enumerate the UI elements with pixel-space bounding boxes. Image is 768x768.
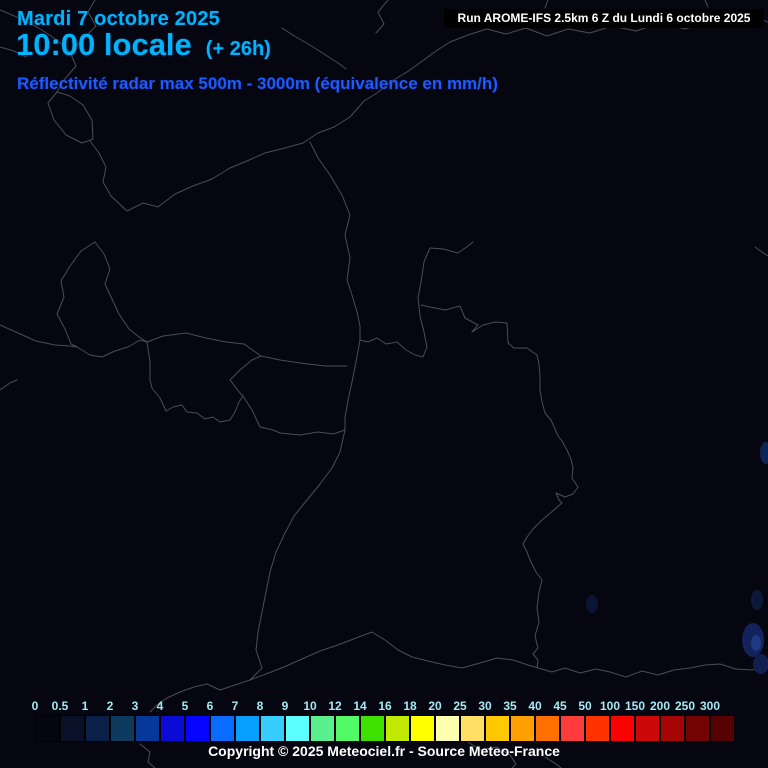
scale-label: 16	[378, 699, 392, 713]
scale-label: 50	[578, 699, 592, 713]
copyright-label: Copyright © 2025 Meteociel.fr - Source M…	[208, 743, 560, 759]
scale-color-box	[210, 715, 235, 742]
scale-color-box	[35, 715, 60, 742]
scale-label: 3	[131, 699, 139, 713]
model-run-banner: Run AROME-IFS 2.5km 6 Z du Lundi 6 octob…	[444, 9, 764, 28]
scale-label: 100	[599, 699, 621, 713]
scale-color-box	[460, 715, 485, 742]
scale-color-box	[385, 715, 410, 742]
scale-color-box	[160, 715, 185, 742]
scale-label: 25	[453, 699, 467, 713]
scale-color-box	[235, 715, 260, 742]
scale-color-box	[585, 715, 610, 742]
scale-label: 300	[699, 699, 721, 713]
scale-color-box	[610, 715, 635, 742]
scale-color-box	[135, 715, 160, 742]
scale-label: 150	[624, 699, 646, 713]
scale-label: 20	[428, 699, 442, 713]
scale-label: 9	[281, 699, 289, 713]
radar-echoes	[586, 442, 768, 674]
scale-label: 1	[81, 699, 89, 713]
scale-color-box	[310, 715, 335, 742]
scale-label: 35	[503, 699, 517, 713]
scale-label: 250	[674, 699, 696, 713]
scale-color-box	[560, 715, 585, 742]
scale-label: 7	[231, 699, 239, 713]
scale-color-box	[60, 715, 85, 742]
scale-label: 10	[303, 699, 317, 713]
scale-label: 8	[256, 699, 264, 713]
scale-label: 14	[353, 699, 367, 713]
scale-color-box	[185, 715, 210, 742]
scale-color-box	[660, 715, 685, 742]
scale-label: 0	[31, 699, 39, 713]
scale-color-box	[710, 715, 735, 742]
map-subtitle: Réflectivité radar max 500m - 3000m (équ…	[17, 74, 498, 93]
scale-color-box	[485, 715, 510, 742]
date-label: Mardi 7 octobre 2025	[17, 8, 220, 30]
scale-color-box	[260, 715, 285, 742]
scale-color-box	[335, 715, 360, 742]
scale-label: 4	[156, 699, 164, 713]
local-time-label: 10:00 locale	[16, 27, 192, 62]
scale-label: 18	[403, 699, 417, 713]
forecast-offset-label: (+ 26h)	[205, 38, 271, 60]
reflectivity-scale-labels: 0 0.5 1 2 3 4 5 6 7 8 9 10 12 14 16 18 20 25 30 35 40 45 50 100…	[31, 699, 735, 713]
scale-color-box	[635, 715, 660, 742]
scale-color-box	[435, 715, 460, 742]
scale-label: 45	[553, 699, 567, 713]
scale-color-box	[535, 715, 560, 742]
scale-label: 40	[528, 699, 542, 713]
scale-color-box	[410, 715, 435, 742]
scale-label: 0.5	[51, 699, 69, 713]
scale-color-box	[510, 715, 535, 742]
scale-label: 5	[181, 699, 189, 713]
scale-color-box	[110, 715, 135, 742]
scale-color-box	[85, 715, 110, 742]
scale-color-box	[360, 715, 385, 742]
time-row: 10:00 locale (+ 26h)	[16, 27, 271, 63]
scale-label: 6	[206, 699, 214, 713]
scale-label: 12	[328, 699, 342, 713]
scale-label: 2	[106, 699, 114, 713]
scale-color-box	[685, 715, 710, 742]
reflectivity-scale-boxes	[35, 715, 735, 742]
scale-color-box	[285, 715, 310, 742]
scale-label: 200	[649, 699, 671, 713]
scale-label: 30	[478, 699, 492, 713]
